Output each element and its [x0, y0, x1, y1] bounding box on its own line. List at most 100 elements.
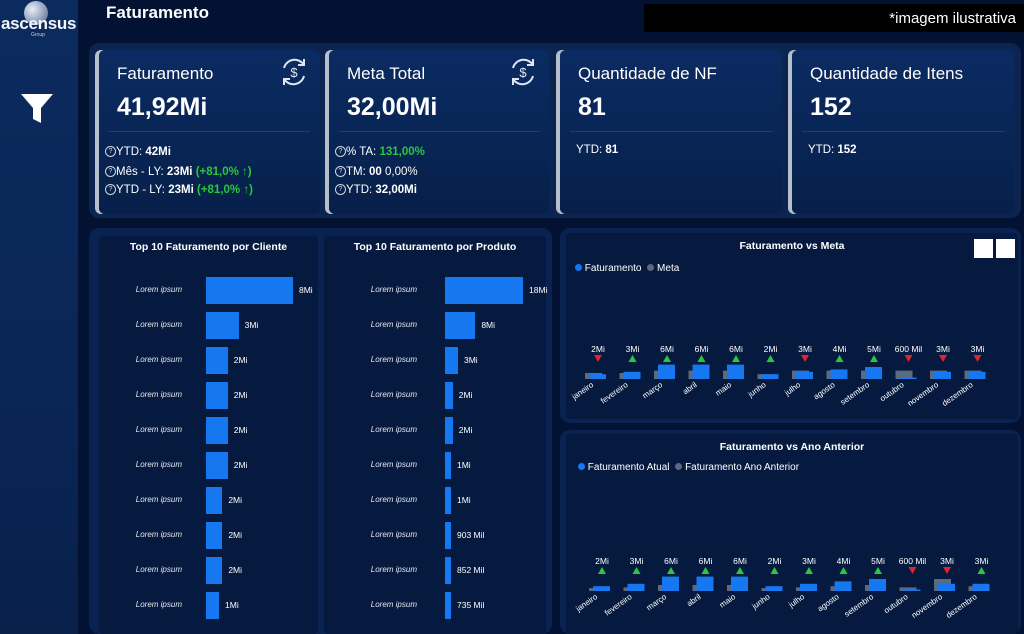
page-title: Faturamento	[106, 3, 209, 22]
kpi-card-meta-total[interactable]: Meta Total $ 32,00Mi ?% TA: 131,00% ? TM:…	[329, 50, 549, 214]
bar-faturamento[interactable]	[658, 364, 675, 379]
axis-tick-label: maio	[714, 380, 734, 398]
bar-faturamento[interactable]	[899, 377, 917, 379]
bar-category-label: Lorem ipsum	[135, 600, 182, 609]
axis-tick-label: agosto	[816, 592, 841, 613]
bar-faturamento[interactable]	[727, 364, 744, 379]
trend-up-icon	[663, 355, 671, 362]
bar[interactable]	[445, 312, 476, 339]
trend-down-icon	[973, 355, 982, 362]
bar-faturamento-atual[interactable]	[903, 589, 921, 591]
bar-faturamento-atual[interactable]	[800, 583, 817, 591]
top10-produto-chart[interactable]: Top 10 Faturamento por Produto Lorem ips…	[324, 236, 547, 634]
bar-category-label: Lorem ipsum	[135, 565, 182, 574]
bar-faturamento-atual[interactable]	[972, 583, 990, 591]
bar[interactable]	[445, 347, 458, 374]
bar-faturamento-atual[interactable]	[627, 583, 645, 591]
axis-tick-label: fevereiro	[603, 592, 634, 618]
bar-faturamento[interactable]	[692, 364, 710, 379]
filter-icon[interactable]	[20, 91, 54, 125]
faturamento-meta-chart[interactable]: Faturamento vs Meta Faturamento Meta 2Mi…	[566, 233, 1018, 419]
bar-faturamento-ano-anterior	[899, 587, 917, 591]
bar[interactable]	[206, 452, 228, 479]
bar[interactable]	[445, 277, 523, 304]
bar[interactable]	[206, 557, 223, 584]
help-icon[interactable]: ?	[335, 166, 346, 177]
bar[interactable]	[445, 522, 451, 549]
bar[interactable]	[206, 382, 228, 409]
bar-category-label: Lorem ipsum	[370, 495, 417, 504]
bar-faturamento-atual[interactable]	[731, 576, 748, 591]
help-icon[interactable]: ?	[335, 146, 346, 157]
data-label: 6Mi	[664, 556, 678, 566]
bar-faturamento[interactable]	[796, 371, 813, 379]
bar[interactable]	[206, 592, 220, 619]
bar-value-label: 2Mi	[233, 355, 248, 365]
faturamento-ano-anterior-chart[interactable]: Faturamento vs Ano Anterior Faturamento …	[566, 434, 1018, 634]
kpi-card-faturamento[interactable]: Faturamento $ 41,92Mi ? YTD: 42Mi ? Mês - …	[99, 50, 320, 214]
trend-up-icon	[598, 567, 606, 574]
bar[interactable]	[445, 452, 451, 479]
divider	[570, 131, 772, 132]
bar-faturamento-atual[interactable]	[765, 586, 783, 591]
chart-plot: 2Mi janeiro 3Mi fevereiro 6Mi março 6Mi abril 6M…	[569, 344, 986, 408]
data-label: 2Mi	[768, 556, 782, 566]
logo-subtext: Group	[31, 32, 45, 38]
bar[interactable]	[206, 277, 293, 304]
bar-value-label: 2Mi	[233, 460, 248, 470]
help-icon[interactable]: ?	[105, 166, 116, 177]
bar-value-label: 2Mi	[233, 390, 248, 400]
bar[interactable]	[445, 557, 451, 584]
bar[interactable]	[445, 417, 453, 444]
view-toggle-button[interactable]	[996, 239, 1015, 258]
axis-tick-label: maio	[718, 592, 738, 610]
bar[interactable]	[445, 382, 453, 409]
bar-value-label: 2Mi	[458, 390, 473, 400]
help-icon[interactable]: ?	[335, 184, 346, 195]
axis-tick-label: março	[641, 380, 665, 400]
bar-faturamento[interactable]	[589, 374, 606, 379]
axis-tick-label: abril	[685, 592, 703, 608]
dollar-cycle-icon: $	[283, 58, 305, 86]
bar[interactable]	[445, 487, 451, 514]
bar-faturamento-atual[interactable]	[696, 576, 714, 591]
bar[interactable]	[206, 487, 223, 514]
view-toggle-button[interactable]	[974, 239, 993, 258]
bar-value-label: 2Mi	[228, 530, 243, 540]
chart-title: Faturamento vs Ano Anterior	[719, 441, 865, 453]
bar-category-label: Lorem ipsum	[135, 425, 182, 434]
data-label: 5Mi	[871, 556, 885, 566]
bar-faturamento[interactable]	[623, 371, 641, 379]
bar-faturamento[interactable]	[761, 374, 779, 379]
bar-faturamento-atual[interactable]	[662, 576, 679, 591]
bar-faturamento[interactable]	[830, 369, 848, 379]
kpi-card-quantidade-itens[interactable]: Quantidade de Itens 152 YTD: 152	[792, 50, 1014, 214]
kpi-card-quantidade-nf[interactable]: Quantidade de NF 81 YTD: 81	[560, 50, 782, 214]
bar[interactable]	[445, 592, 451, 619]
top10-cliente-chart[interactable]: Top 10 Faturamento por Cliente Lorem ips…	[99, 236, 318, 634]
axis-tick-label: fevereiro	[599, 380, 630, 406]
bar-faturamento[interactable]	[968, 371, 986, 379]
bar-faturamento-atual[interactable]	[593, 586, 610, 591]
bar-faturamento-atual[interactable]	[834, 581, 852, 591]
bar[interactable]	[206, 417, 228, 444]
bar-faturamento-atual[interactable]	[869, 579, 886, 591]
legend-dot	[675, 463, 683, 470]
bar[interactable]	[206, 312, 239, 339]
axis-tick-label: outubro	[882, 592, 910, 615]
bar-value-label: 2Mi	[233, 425, 248, 435]
bar-faturamento[interactable]	[934, 371, 951, 379]
trend-down-icon	[943, 567, 951, 574]
bar-category-label: Lorem ipsum	[135, 355, 182, 364]
divider	[802, 131, 1004, 132]
data-label: 3Mi	[630, 556, 644, 566]
help-icon[interactable]: ?	[105, 184, 116, 195]
bar[interactable]	[206, 347, 228, 374]
bar-value-label: 2Mi	[458, 425, 473, 435]
help-icon[interactable]: ?	[105, 146, 116, 157]
bar-faturamento-atual[interactable]	[938, 583, 955, 591]
bar-faturamento[interactable]	[865, 367, 882, 379]
bar-category-label: Lorem ipsum	[370, 600, 417, 609]
bar[interactable]	[206, 522, 223, 549]
data-label: 3Mi	[975, 556, 989, 566]
